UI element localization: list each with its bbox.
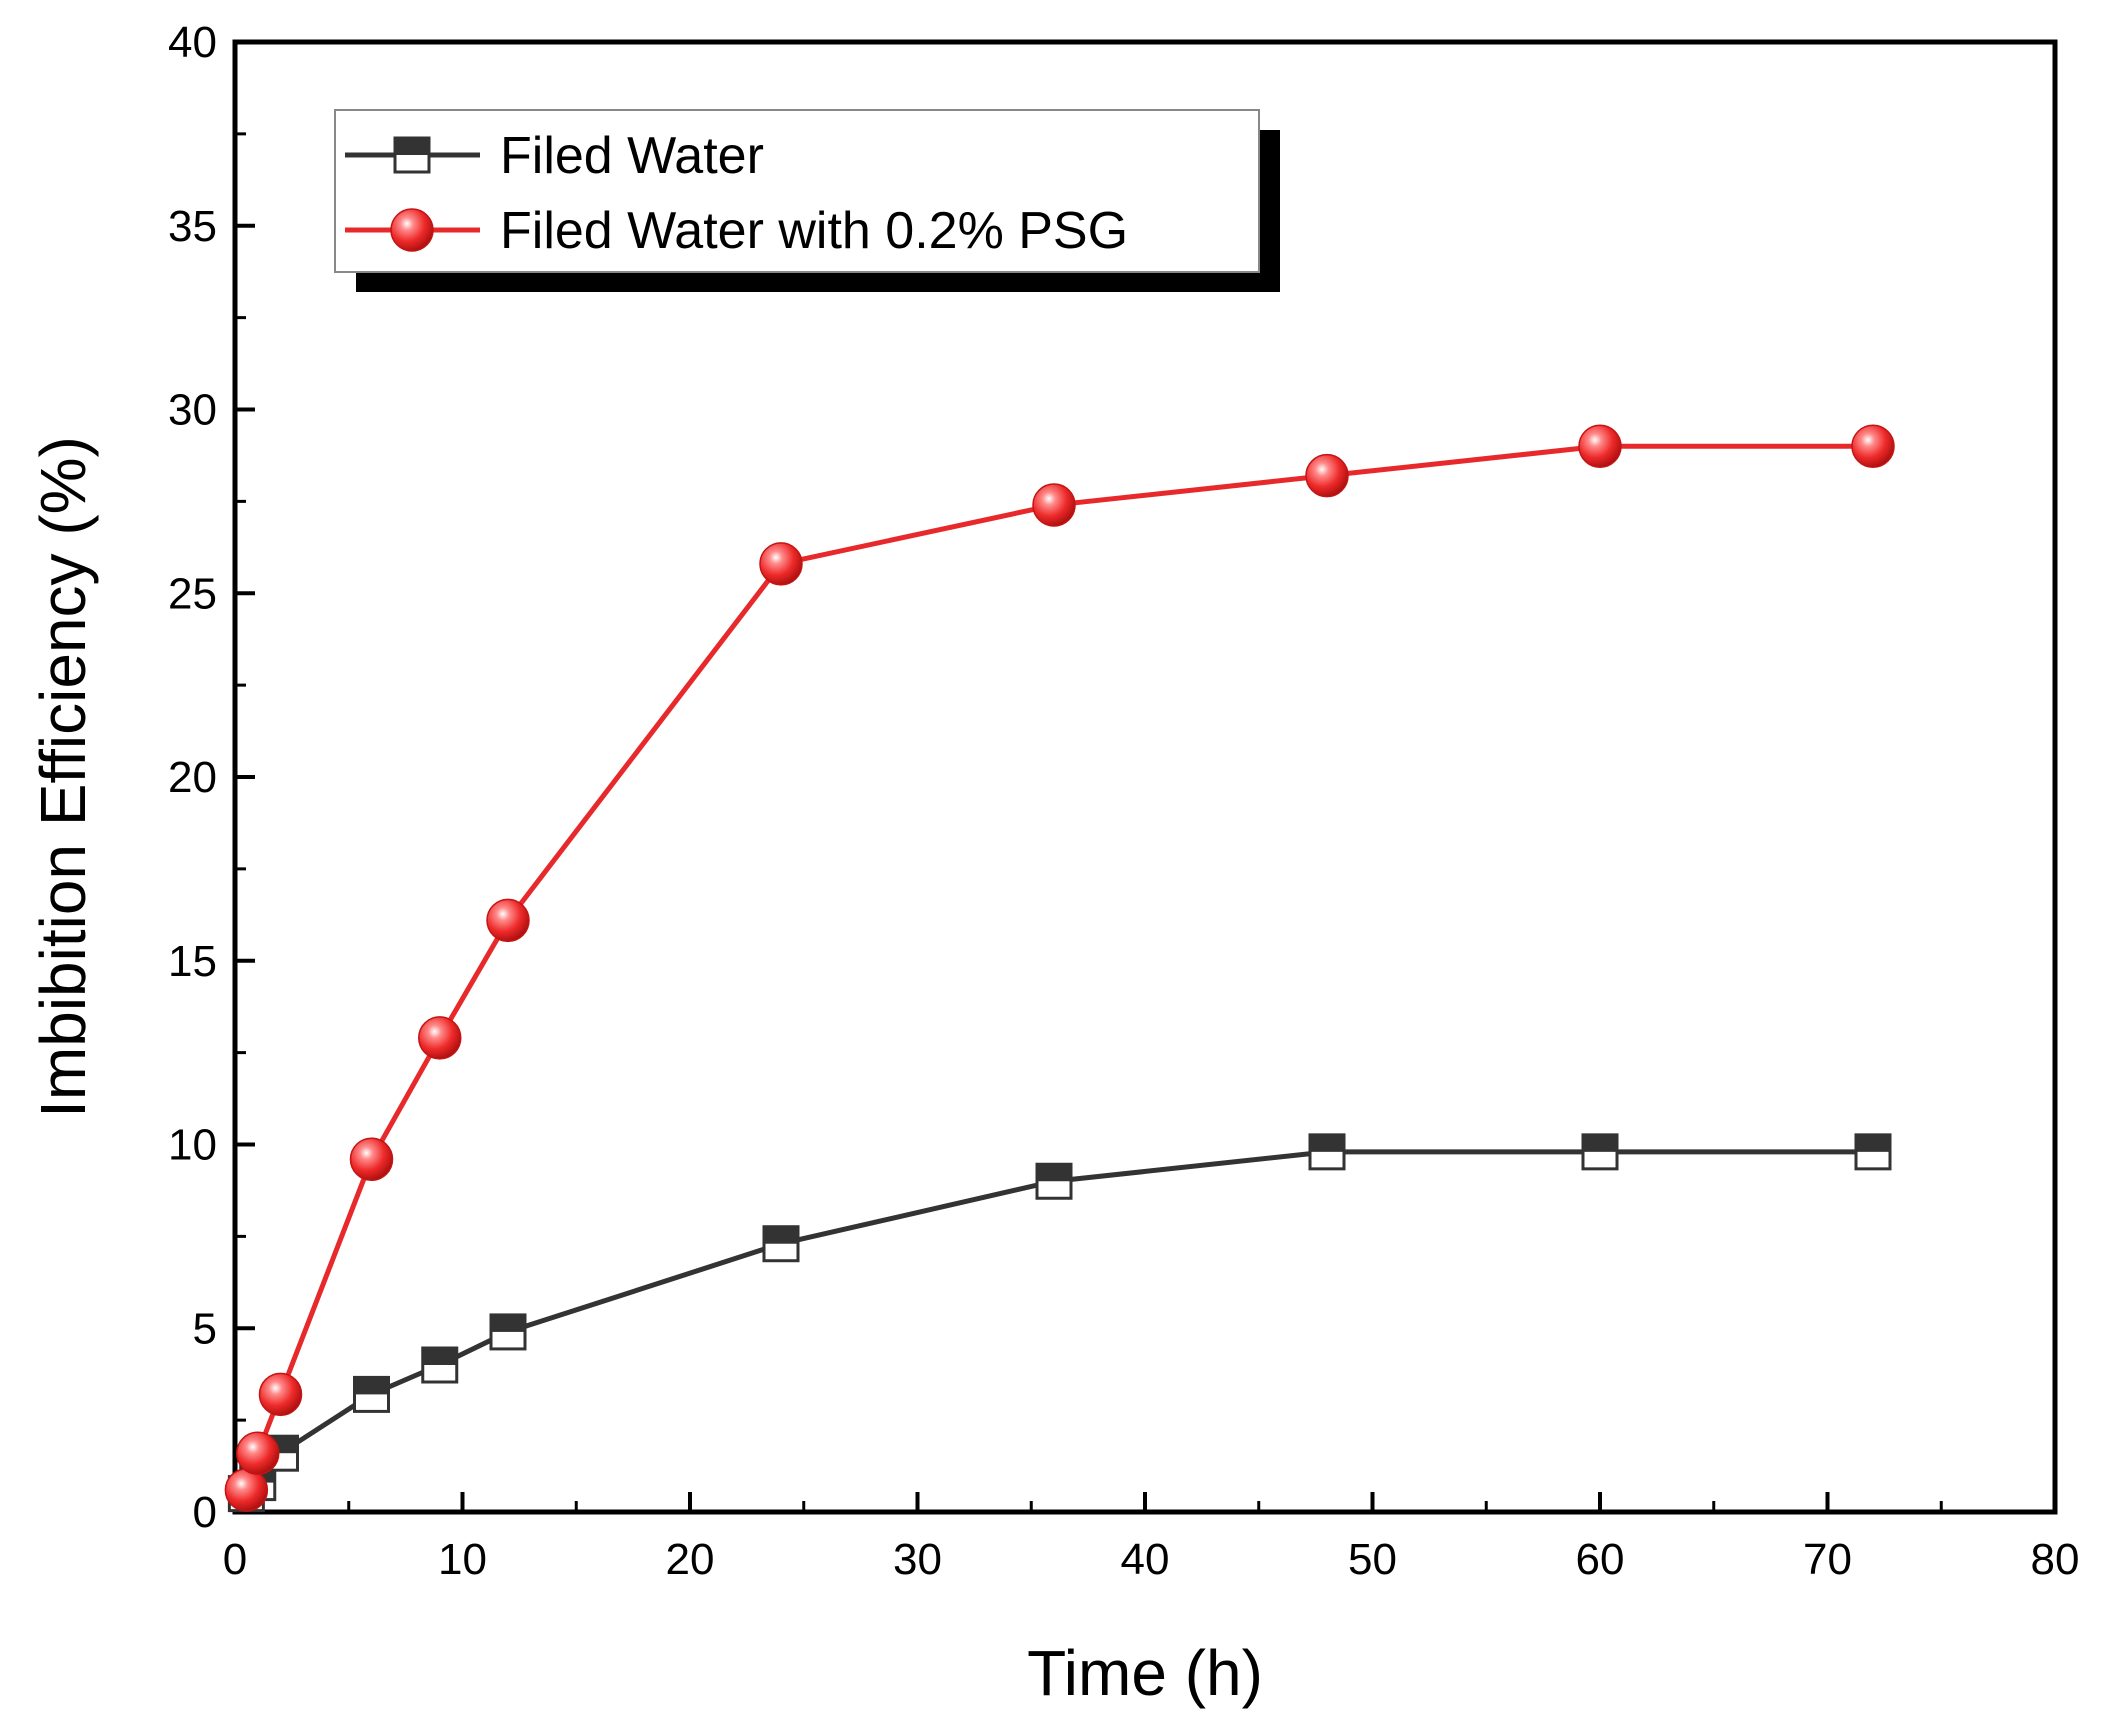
x-tick-label: 20 [666, 1535, 715, 1584]
x-tick-label: 40 [1121, 1535, 1170, 1584]
x-tick-label: 10 [438, 1535, 487, 1584]
marker-sphere [1032, 483, 1076, 527]
marker-fill [764, 1226, 798, 1244]
marker-sphere [390, 208, 434, 252]
x-tick-label: 70 [1803, 1535, 1852, 1584]
y-tick-label: 5 [193, 1304, 217, 1353]
x-tick-label: 50 [1348, 1535, 1397, 1584]
marker-fill [491, 1314, 525, 1332]
data-point-psg [759, 542, 803, 586]
legend-sphere-marker [390, 208, 434, 252]
legend-box [334, 109, 1260, 273]
x-axis: 0 10 20 30 40 50 60 70 80 [223, 1492, 2080, 1584]
legend-marker-filed-water [393, 136, 431, 174]
marker-sphere [224, 1468, 269, 1512]
data-point-filed-water [1308, 1133, 1346, 1171]
y-tick-label: 40 [168, 18, 217, 67]
x-tick-label: 0 [223, 1535, 247, 1584]
marker-fill [395, 138, 429, 155]
data-point-filed-water [421, 1346, 459, 1384]
y-tick-label: 30 [168, 386, 217, 435]
marker-sphere [1578, 424, 1622, 468]
legend-label-filed-water: Filed Water [500, 127, 764, 185]
marker-sphere [1851, 424, 1895, 468]
data-point-psg [486, 898, 530, 943]
marker-fill [422, 1348, 457, 1365]
data-point-filed-water [1854, 1133, 1892, 1171]
y-tick-label: 15 [168, 937, 217, 986]
data-point-psg [349, 1137, 394, 1181]
marker-sphere [349, 1137, 394, 1181]
legend-square-marker [393, 136, 431, 174]
marker-sphere [759, 542, 803, 586]
y-tick-label: 35 [168, 202, 217, 251]
legend-marker-psg [390, 208, 434, 252]
marker-fill [354, 1377, 389, 1395]
data-point-psg [1305, 453, 1349, 498]
y-axis: 0 5 10 15 20 25 30 35 40 [168, 18, 255, 1537]
y-tick-label: 20 [168, 753, 217, 802]
data-point-filed-water [489, 1313, 527, 1351]
data-point-filed-water [353, 1375, 390, 1413]
x-axis-title: Time (h) [1027, 1637, 1263, 1709]
marker-sphere [1305, 453, 1349, 498]
data-point-psg [224, 1468, 269, 1512]
y-tick-label: 25 [168, 569, 217, 618]
marker-fill [1583, 1134, 1617, 1152]
data-point-psg [1032, 483, 1076, 527]
data-point-psg [418, 1016, 462, 1060]
data-point-psg [236, 1431, 280, 1475]
marker-fill [1856, 1134, 1890, 1152]
data-point-filed-water [1035, 1162, 1073, 1200]
x-tick-label: 30 [893, 1535, 942, 1584]
marker-sphere [486, 898, 530, 943]
data-point-psg [1578, 424, 1622, 468]
x-tick-label: 80 [2031, 1535, 2080, 1584]
y-axis-title: Imbibition Efficiency (%) [27, 436, 99, 1118]
series-layer [224, 424, 1895, 1513]
marker-sphere [236, 1431, 280, 1475]
legend: Filed Water Filed Water with 0.2% PSG [334, 109, 1280, 292]
data-point-filed-water [1581, 1133, 1619, 1171]
y-tick-label: 10 [168, 1121, 217, 1170]
legend-label-psg: Filed Water with 0.2% PSG [500, 202, 1128, 260]
marker-sphere [258, 1372, 303, 1417]
y-tick-label: 0 [193, 1488, 217, 1537]
marker-fill [1037, 1164, 1071, 1182]
data-point-psg [1851, 424, 1895, 468]
marker-fill [1310, 1134, 1344, 1152]
data-point-filed-water [762, 1225, 800, 1263]
data-point-psg [258, 1372, 303, 1417]
marker-sphere [418, 1016, 462, 1060]
x-tick-label: 60 [1576, 1535, 1625, 1584]
